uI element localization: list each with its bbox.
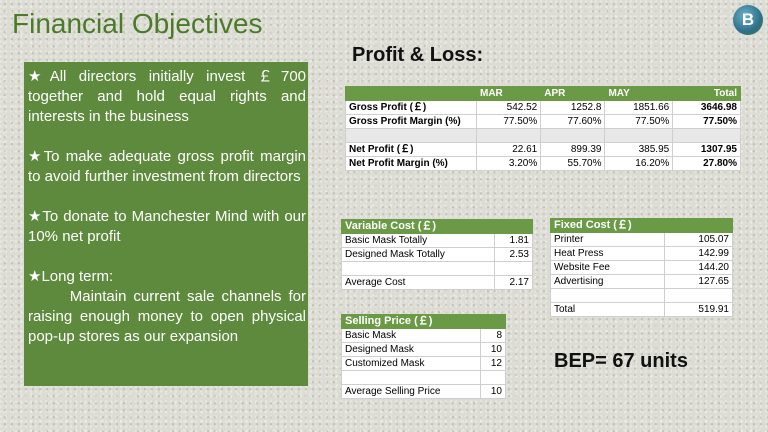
table-cell: 77.50% [475, 114, 542, 129]
table-row: Total 519.91 [550, 302, 734, 317]
row-label: Average Cost [340, 275, 496, 290]
table-cell: 1252.8 [540, 100, 606, 115]
table-cell: 144.20 [663, 260, 734, 275]
row-label: Designed Mask [340, 342, 482, 357]
selling-price-table: Selling Price (￡) Basic Mask 8 Designed M… [340, 314, 506, 399]
table-row [550, 288, 734, 303]
bep-label: BEP= 67 units [554, 350, 688, 372]
row-label: Customized Mask [340, 356, 482, 371]
table-cell: 10 [480, 342, 506, 357]
objective-heading: ★Long term: [28, 268, 114, 285]
column-header: APR [540, 86, 606, 101]
table-row: Gross Profit Margin (%) 77.50% 77.60% 77… [345, 114, 741, 129]
table-cell: 1851.66 [604, 100, 674, 115]
table-cell: 899.39 [540, 142, 606, 157]
table-cell: 3.20% [475, 156, 542, 171]
objective-item: ★Long term: Maintain current sale channe… [28, 267, 306, 347]
table-cell: 127.65 [663, 274, 734, 289]
table-row: Net Profit Margin (%) 3.20% 55.70% 16.20… [345, 156, 741, 171]
table-cell: 8 [480, 328, 506, 343]
objective-subtext: Maintain current sale channels for raisi… [28, 288, 306, 345]
table-row: Advertising 127.65 [550, 274, 734, 289]
profit-loss-table: MAR APR MAY Total Gross Profit (￡) 542.5… [345, 86, 741, 171]
table-title: Fixed Cost (￡) [550, 218, 733, 233]
column-header [345, 86, 477, 101]
row-label: Net Profit Margin (%) [345, 156, 477, 171]
table-cell: 3646.98 [672, 100, 741, 115]
table-row: Basic Mask Totally 1.81 [340, 233, 533, 248]
logo: B [733, 5, 763, 35]
table-title: Selling Price (￡) [341, 314, 506, 329]
row-label: Basic Mask Totally [340, 233, 496, 248]
table-cell: 10 [480, 384, 506, 399]
table-row: Website Fee 144.20 [550, 260, 734, 275]
row-label: Net Profit (￡) [345, 142, 477, 157]
table-cell: 22.61 [475, 142, 542, 157]
table-cell [663, 288, 734, 303]
table-row: Average Selling Price 10 [340, 384, 506, 399]
row-label: Gross Profit Margin (%) [345, 114, 477, 129]
row-label: Website Fee [550, 260, 665, 275]
fixed-cost-table: Fixed Cost (￡) Printer 105.07 Heat Press 1… [550, 218, 734, 317]
table-cell: 2.17 [494, 275, 533, 290]
table-row [340, 370, 506, 385]
row-label: Heat Press [550, 246, 665, 261]
table-header-row: MAR APR MAY Total [345, 86, 741, 101]
table-row: Basic Mask 8 [340, 328, 506, 343]
table-cell: 1.81 [494, 233, 533, 248]
objective-item: ★All directors initially invest ￡700 tog… [28, 68, 306, 125]
row-label: Printer [550, 232, 665, 247]
table-cell: 16.20% [604, 156, 674, 171]
table-cell: 77.60% [540, 114, 606, 129]
table-cell: 1307.95 [672, 142, 741, 157]
row-label: Designed Mask Totally [340, 247, 496, 262]
row-label: Total [550, 302, 665, 317]
variable-cost-table: Variable Cost (￡) Basic Mask Totally 1.81… [340, 219, 533, 290]
objectives-panel: ★All directors initially invest ￡700 tog… [24, 62, 308, 386]
row-label: Basic Mask [340, 328, 482, 343]
table-row: Net Profit (￡) 22.61 899.39 385.95 1307.… [345, 142, 741, 157]
column-header: MAY [604, 86, 674, 101]
table-row: Designed Mask Totally 2.53 [340, 247, 533, 262]
table-row: Average Cost 2.17 [340, 275, 533, 290]
table-cell: 77.50% [604, 114, 674, 129]
table-cell: 519.91 [663, 302, 734, 317]
table-row: Printer 105.07 [550, 232, 734, 247]
table-title: Variable Cost (￡) [341, 219, 533, 234]
table-cell [494, 261, 533, 276]
row-label: Gross Profit (￡) [345, 100, 477, 115]
table-cell: 142.99 [663, 246, 734, 261]
table-row: Heat Press 142.99 [550, 246, 734, 261]
table-cell: 12 [480, 356, 506, 371]
column-header: MAR [475, 86, 542, 101]
row-label [340, 261, 496, 276]
table-cell: 77.50% [672, 114, 741, 129]
page-title: Financial Objectives [12, 8, 263, 39]
table-cell: 542.52 [475, 100, 542, 115]
row-label: Advertising [550, 274, 665, 289]
table-row [340, 261, 533, 276]
table-row: Customized Mask 12 [340, 356, 506, 371]
table-cell: 27.80% [672, 156, 741, 171]
table-row: Gross Profit (￡) 542.52 1252.8 1851.66 3… [345, 100, 741, 115]
row-label [550, 288, 665, 303]
row-label [340, 370, 482, 385]
table-cell: 385.95 [604, 142, 674, 157]
table-row: Designed Mask 10 [340, 342, 506, 357]
row-label: Average Selling Price [340, 384, 482, 399]
profit-loss-heading: Profit & Loss: [352, 44, 484, 66]
objective-item: ★To donate to Manchester Mind with our 1… [28, 208, 306, 245]
column-header: Total [672, 86, 741, 101]
table-row-spacer [345, 128, 741, 143]
objective-item: ★To make adequate gross profit margin to… [28, 148, 306, 185]
table-cell: 55.70% [540, 156, 606, 171]
table-cell [480, 370, 506, 385]
table-cell: 105.07 [663, 232, 734, 247]
table-cell: 2.53 [494, 247, 533, 262]
